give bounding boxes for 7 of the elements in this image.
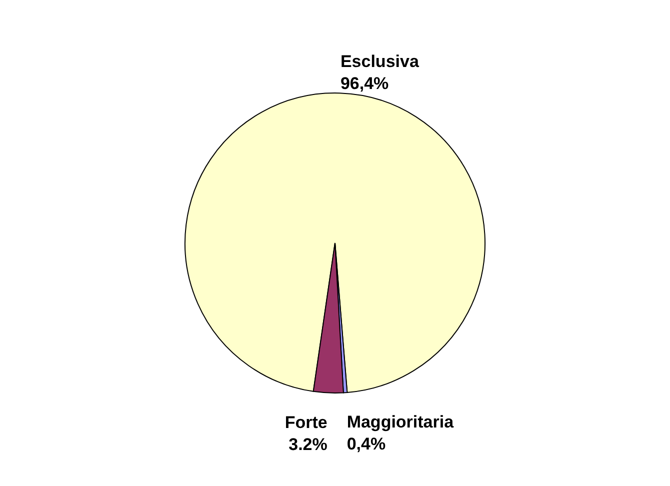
slice-label: Maggioritaria (346, 412, 454, 432)
data-label: 96,4% (340, 74, 389, 94)
slice-label: Esclusiva (340, 52, 420, 72)
pie-slice (184, 92, 486, 394)
slice-label: Forte (284, 412, 328, 432)
data-label: 3.2% (288, 434, 328, 454)
data-label: 0,4% (346, 434, 386, 454)
